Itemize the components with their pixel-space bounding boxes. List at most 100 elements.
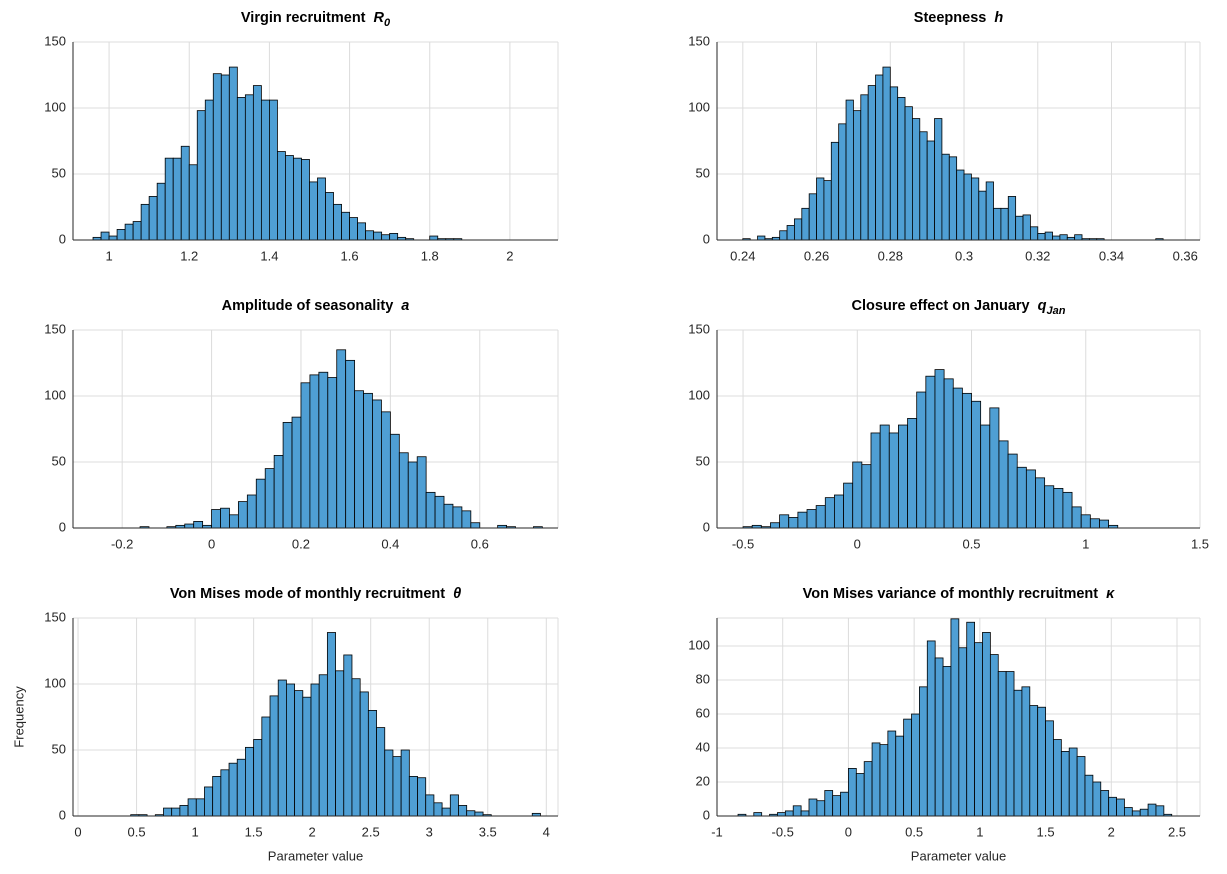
bar [470, 522, 481, 529]
bar [1007, 453, 1018, 529]
bar [1016, 466, 1027, 529]
bar [853, 110, 862, 241]
subplot: 0 50 100 150 -0.2 0 0.2 0.4 0.6 Amplitude of seas… [44, 298, 559, 551]
bar [1089, 518, 1100, 529]
y-tick-label: 100 [44, 387, 66, 402]
subplot: 0 50 100 150 0 0.5 1 1.5 2 2.5 3 3.5 4 Von Mises mode… [11, 586, 559, 863]
bar [433, 802, 443, 817]
title-text: Virgin recruitment [241, 10, 366, 26]
bar [343, 654, 353, 817]
bar [925, 375, 936, 529]
bar [212, 73, 222, 241]
chart-title: Virgin recruitment R0 [241, 10, 391, 29]
x-tick-label: 2 [506, 248, 513, 263]
x-tick-label: 0 [845, 824, 852, 839]
title-text: Steepness [914, 10, 987, 26]
bar [788, 517, 799, 529]
bar [309, 374, 320, 529]
bar [392, 756, 402, 817]
y-tick-label: 0 [59, 519, 66, 534]
bar [211, 509, 221, 529]
bar [1108, 796, 1117, 817]
bar [116, 229, 126, 241]
y-tick-label: 150 [688, 33, 710, 48]
bar [757, 235, 766, 241]
bar [277, 151, 286, 241]
bar [971, 177, 980, 241]
bar [474, 811, 484, 817]
bar [300, 382, 311, 529]
bar [784, 810, 794, 817]
bar [269, 99, 278, 241]
bar [897, 97, 906, 241]
bar [800, 810, 810, 817]
x-tick-label: 0 [208, 536, 215, 551]
x-tick-label: 1.4 [260, 248, 278, 263]
y-tick-label: 50 [52, 165, 66, 180]
bar [354, 390, 364, 529]
x-tick-label: 0.4 [381, 536, 399, 551]
x-tick-label: 0.24 [730, 248, 755, 263]
bar [333, 203, 342, 241]
bar [398, 452, 409, 529]
x-tick-label: -0.5 [732, 536, 754, 551]
bar [357, 222, 367, 241]
title-symbol: κ [1106, 586, 1115, 602]
y-tick-label: 0 [59, 231, 66, 246]
x-tick-label: 1.5 [1037, 824, 1055, 839]
x-tick-label: -0.5 [772, 824, 794, 839]
bar [253, 739, 263, 817]
bar [1029, 705, 1039, 817]
bar [326, 632, 336, 817]
bar [1060, 751, 1070, 817]
y-tick-label: 150 [688, 321, 710, 336]
title-text: Von Mises mode of monthly recruitment [170, 586, 445, 602]
bar [245, 746, 255, 817]
bar [980, 424, 991, 529]
bar [318, 674, 328, 817]
bar [351, 678, 361, 817]
bar [997, 671, 1007, 817]
bar [1044, 485, 1055, 529]
x-tick-label: 1 [191, 824, 198, 839]
bar [408, 776, 418, 817]
bar [830, 141, 840, 241]
bar [336, 349, 347, 529]
bar [187, 798, 197, 817]
bar [237, 501, 248, 529]
bar [449, 794, 459, 817]
bar [171, 807, 181, 817]
x-tick-label: 1 [1082, 536, 1089, 551]
bar [376, 727, 386, 817]
bar [204, 99, 214, 241]
y-tick-label: 0 [59, 807, 66, 822]
bar [236, 758, 246, 817]
bar [786, 225, 795, 241]
bar [824, 497, 835, 529]
title-symbol: R [374, 10, 385, 26]
title-subscript: 0 [384, 17, 391, 29]
subplot: 0 50 100 150 1 1.2 1.4 1.6 1.8 2 Virgin recruitmen… [44, 10, 559, 263]
bar [926, 140, 935, 241]
chart-title: Closure effect on January qJan [852, 298, 1066, 317]
bar [229, 514, 239, 529]
x-tick-label: 1.8 [421, 248, 439, 263]
bar [863, 761, 873, 817]
bar [220, 74, 230, 241]
y-tick-label: 80 [696, 671, 710, 686]
bar [1053, 739, 1062, 817]
bar [310, 683, 320, 817]
bar [1000, 207, 1009, 241]
bar [220, 507, 230, 529]
bar [919, 131, 928, 241]
bar [335, 670, 345, 817]
x-tick-label: 0 [854, 536, 861, 551]
bar [998, 440, 1009, 529]
y-tick-label: 0 [703, 807, 710, 822]
bar [466, 810, 476, 817]
bar [1147, 803, 1157, 817]
bar [302, 696, 312, 817]
x-tick-label: 0.6 [471, 536, 489, 551]
bar [860, 94, 869, 241]
